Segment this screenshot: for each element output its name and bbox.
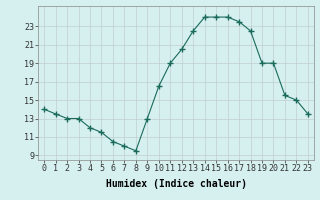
X-axis label: Humidex (Indice chaleur): Humidex (Indice chaleur) [106, 179, 246, 189]
